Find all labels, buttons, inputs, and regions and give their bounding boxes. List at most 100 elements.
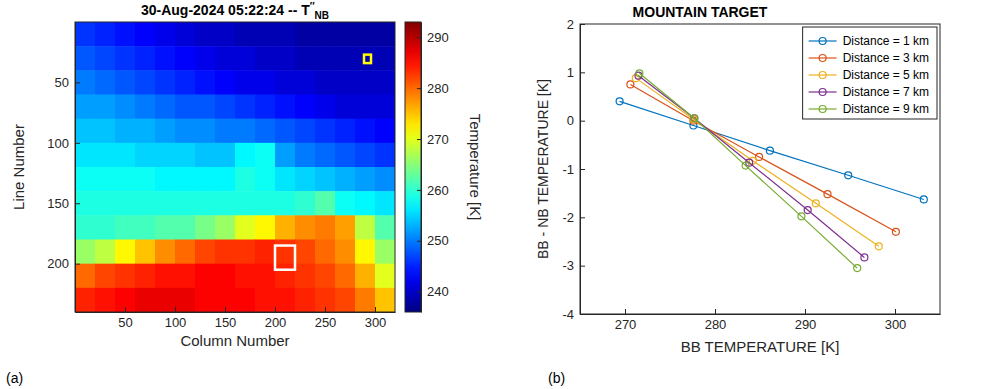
colorbar xyxy=(405,22,421,312)
marker xyxy=(616,98,623,105)
axis-line xyxy=(421,23,422,313)
heatmap-cell xyxy=(335,46,356,71)
legend-item: Distance = 5 km xyxy=(809,68,929,82)
heatmap-cell xyxy=(115,240,136,265)
colorbar-axis: 240250260270280290 xyxy=(417,23,449,313)
heatmap-cell xyxy=(295,240,316,265)
heatmap-cell xyxy=(155,191,176,216)
legend-label: Distance = 9 km xyxy=(843,102,929,116)
tick-label: -1 xyxy=(562,162,574,177)
heatmap-cell xyxy=(275,215,296,240)
heatmap-cell xyxy=(95,22,116,47)
heatmap-cell xyxy=(95,215,116,240)
heatmap-cell xyxy=(315,70,336,95)
heatmap-cell xyxy=(375,70,395,95)
heatmap-cell xyxy=(335,167,356,192)
heatmap-cell xyxy=(95,288,116,312)
heatmap-cell xyxy=(235,70,256,95)
heatmap-cell xyxy=(235,240,256,265)
tick-mark xyxy=(580,72,585,73)
marker xyxy=(756,153,763,160)
tick-mark xyxy=(625,309,626,314)
heatmap-cell xyxy=(95,191,116,216)
heatmap-cell xyxy=(235,143,256,168)
heatmap-cell xyxy=(195,240,216,265)
plot-frame xyxy=(75,22,395,312)
heatmap-cell xyxy=(195,70,216,95)
heatmap-cell xyxy=(275,191,296,216)
tick-label: 2 xyxy=(567,17,574,32)
heatmap-cell xyxy=(155,95,176,120)
tick-label: 100 xyxy=(165,315,187,330)
heatmap-cell xyxy=(75,46,96,71)
x-axis: 270280290300 xyxy=(581,309,941,332)
heatmap-cell xyxy=(75,70,96,95)
heatmap-cell xyxy=(355,70,376,95)
heatmap-cell xyxy=(255,70,276,95)
heatmap-cell xyxy=(115,167,136,192)
region-box xyxy=(364,55,371,63)
tick: 300 xyxy=(885,309,907,332)
tick-label: -3 xyxy=(562,258,574,273)
marker xyxy=(824,191,831,198)
heatmap-cell xyxy=(195,288,216,312)
chart-title: 30-Aug-2024 05:22:24 -- T′′NB xyxy=(141,1,329,21)
heatmap-cell xyxy=(175,288,196,312)
y-axis: -4-3-2-1012 xyxy=(562,17,585,322)
legend-box xyxy=(803,27,937,119)
heatmap-cell xyxy=(255,167,276,192)
marker xyxy=(798,213,805,220)
tick: 50 xyxy=(118,307,132,330)
heatmap-cell xyxy=(275,264,296,289)
heatmap-cell xyxy=(355,119,376,144)
tick: 1 xyxy=(567,65,585,80)
marker xyxy=(766,147,773,154)
tick-label: 270 xyxy=(427,132,449,147)
tick: 290 xyxy=(417,30,449,45)
colorbar-title: Temperature [K] xyxy=(467,114,484,221)
legend-swatch xyxy=(809,108,837,109)
heatmap-cell xyxy=(315,22,336,47)
tick-label: 1 xyxy=(567,65,574,80)
panel-label: (b) xyxy=(548,370,565,386)
tick-mark xyxy=(75,203,80,204)
heatmap-cell xyxy=(315,46,336,71)
tick-label: 50 xyxy=(118,315,132,330)
heatmap-cell xyxy=(355,143,376,168)
heatmap-cell xyxy=(75,119,96,144)
heatmap-cell xyxy=(155,167,176,192)
heatmap-cell xyxy=(295,46,316,71)
legend: Distance = 1 kmDistance = 3 kmDistance =… xyxy=(803,27,937,119)
heatmap-cell xyxy=(95,95,116,120)
tick-mark xyxy=(580,266,585,267)
heatmap-cell xyxy=(375,264,395,289)
heatmap-cell xyxy=(355,167,376,192)
heatmap-cell xyxy=(375,288,395,312)
heatmap-cell xyxy=(375,191,395,216)
tick-mark xyxy=(75,143,80,144)
heatmap-cell xyxy=(115,288,136,312)
heatmap-cell xyxy=(115,143,136,168)
heatmap-cell xyxy=(235,264,256,289)
tick-label: 50 xyxy=(55,75,69,90)
tick-mark xyxy=(580,217,585,218)
heatmap-cell xyxy=(315,143,336,168)
panel-label: (a) xyxy=(6,370,23,386)
tick-label: -4 xyxy=(562,307,574,322)
heatmap-cell xyxy=(235,215,256,240)
heatmap-cell xyxy=(215,119,236,144)
tick: 270 xyxy=(615,309,637,332)
heatmap-cell xyxy=(135,143,156,168)
heatmap-cell xyxy=(315,240,336,265)
tick-mark xyxy=(125,307,126,312)
legend-item: Distance = 9 km xyxy=(809,102,929,116)
heatmap-cell xyxy=(115,95,136,120)
heatmap-cell xyxy=(175,215,196,240)
tick-mark xyxy=(417,139,421,140)
tick-label: 200 xyxy=(265,315,287,330)
heatmap-cell xyxy=(375,46,395,71)
heatmap-cell xyxy=(175,191,196,216)
heatmap-cell xyxy=(375,240,395,265)
tick: 100 xyxy=(165,307,187,330)
tick-mark xyxy=(715,309,716,314)
